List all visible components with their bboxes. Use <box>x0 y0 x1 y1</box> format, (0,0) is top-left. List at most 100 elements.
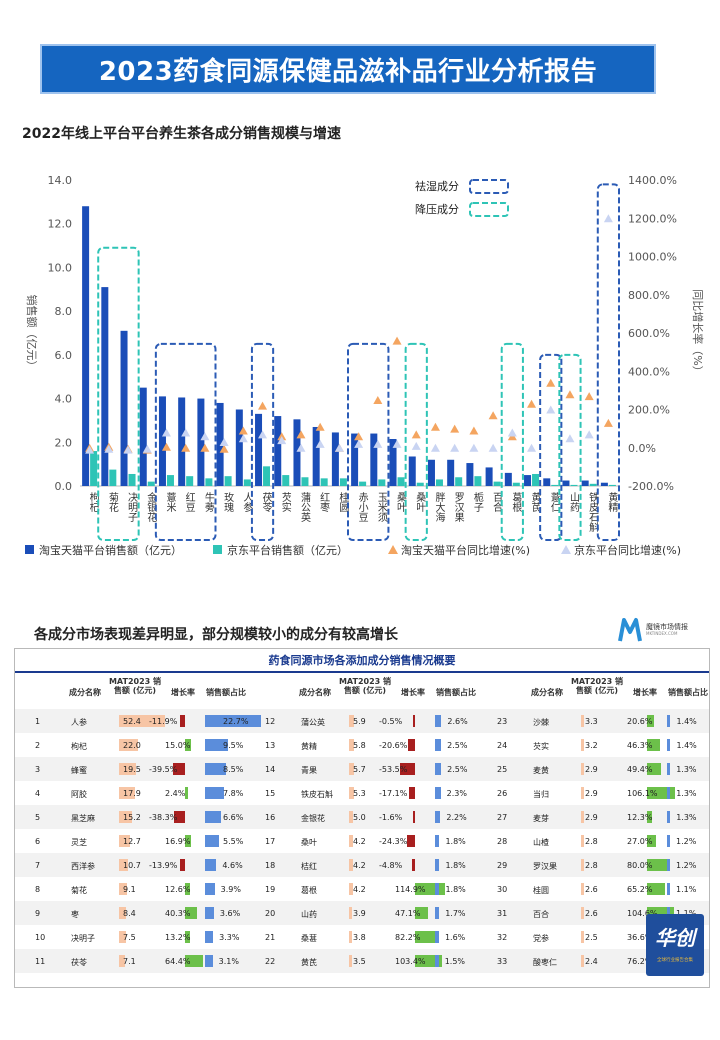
rank-cell: 31 <box>497 909 508 918</box>
sales-bar <box>349 907 353 919</box>
sales-value: 2.9 <box>585 765 598 774</box>
sales-bar <box>349 955 353 967</box>
sales-bar <box>581 835 584 847</box>
share-bar <box>667 907 670 919</box>
growth-bar-positive <box>415 931 437 943</box>
header-name: 成分名称 <box>69 688 101 697</box>
legend-label-taobao-growth: 淘宝天猫平台同比增速(%) <box>401 543 530 557</box>
rank-cell: 14 <box>265 765 276 774</box>
growth-value: 46.3% <box>627 741 653 750</box>
growth-bar-negative <box>412 811 415 823</box>
rank-cell: 32 <box>497 933 508 942</box>
ingredient-sales-table: 药食同源市场各添加成分销售情况概要 成分名称 MAT2023 销售额 (亿元) 增长… <box>14 648 710 988</box>
point-jd-growth <box>334 443 344 452</box>
bar-jd <box>90 451 98 486</box>
sales-bar <box>349 835 353 847</box>
bar-taobao <box>427 459 435 486</box>
point-jd-growth <box>181 428 191 437</box>
rank-cell: 19 <box>265 885 276 894</box>
sales-value: 3.5 <box>353 957 366 966</box>
ingredient-name: 枸杞 <box>71 742 87 751</box>
growth-value: -0.5% <box>379 717 403 726</box>
share-value: 7.8% <box>223 789 244 798</box>
growth-value: -24.3% <box>379 837 408 846</box>
bar-taobao <box>158 396 166 486</box>
share-bar <box>435 883 440 895</box>
highlight-box <box>500 342 524 541</box>
sales-value: 22.0 <box>123 741 141 750</box>
point-jd-growth <box>469 443 479 452</box>
sales-bar <box>119 763 137 775</box>
share-value: 1.8% <box>445 861 466 870</box>
growth-bar-negative <box>407 835 415 847</box>
x-tick-label: 枸杞 <box>87 491 99 512</box>
x-tick-label: 玫瑰 <box>222 491 234 513</box>
legend-box-label: 祛湿成分 <box>415 179 459 193</box>
growth-bar-negative <box>411 859 415 871</box>
share-value: 1.7% <box>445 909 466 918</box>
bar-jd <box>608 484 616 486</box>
bar-jd <box>320 478 328 486</box>
bar-taobao <box>370 433 378 486</box>
growth-value: -53.5% <box>379 765 408 774</box>
share-bar <box>667 883 670 895</box>
sales-value: 2.4 <box>585 957 598 966</box>
sales-bar <box>581 955 584 967</box>
sales-value: 2.8 <box>585 837 598 846</box>
share-value: 1.1% <box>676 885 697 894</box>
growth-bar-positive <box>647 883 665 895</box>
share-value: 1.4% <box>676 717 697 726</box>
growth-value: 15.0% <box>165 741 191 750</box>
share-value: 8.5% <box>223 765 244 774</box>
share-value: 4.6% <box>222 861 243 870</box>
point-taobao-growth <box>373 395 383 404</box>
ingredient-name: 桔红 <box>301 862 317 871</box>
bar-taobao <box>216 402 224 486</box>
table-row: 11 茯苓 7.1 64.4% 3.1% 22 黄芪 3.5 103.4% 1.5% 33 酸枣仁 2.… <box>15 949 709 973</box>
point-taobao-growth <box>603 418 613 427</box>
share-bar <box>667 835 670 847</box>
ingredient-name: 西洋参 <box>71 862 95 871</box>
header-growth: 增长率 <box>633 688 657 697</box>
x-tick-label: 人参 <box>241 492 253 513</box>
ingredient-name: 黄芪 <box>301 958 317 967</box>
ingredient-name: 罗汉果 <box>533 862 557 871</box>
rank-cell: 26 <box>497 789 508 798</box>
x-tick-label: 芡实 <box>279 491 291 513</box>
rank-cell: 15 <box>265 789 276 798</box>
point-jd-growth <box>258 430 268 439</box>
share-bar <box>205 835 219 847</box>
y2-tick-label: -200.0% <box>628 480 674 493</box>
y-tick-label: 4.0 <box>55 393 73 406</box>
y-axis-label: 销售额（亿元） <box>25 295 39 372</box>
rank-cell: 5 <box>35 813 41 822</box>
sales-value: 10.7 <box>123 861 141 870</box>
sales-value: 3.3 <box>585 717 598 726</box>
point-jd-growth <box>584 430 594 439</box>
table-row: 3 蜂蜜 19.5 -39.5% 8.5% 14 青果 5.7 -53.5% 2.5% 25 麦黄 2.… <box>15 757 709 781</box>
point-jd-growth <box>373 439 383 448</box>
y2-tick-label: 200.0% <box>628 404 670 417</box>
y-tick-label: 12.0 <box>48 218 73 231</box>
growth-bar-positive <box>185 835 192 847</box>
point-taobao-growth <box>161 442 171 451</box>
share-value: 2.2% <box>446 813 467 822</box>
point-jd-growth <box>85 445 95 454</box>
bar-jd <box>109 469 117 486</box>
rank-cell: 8 <box>35 885 41 894</box>
rank-cell: 7 <box>35 861 41 870</box>
sales-bar <box>119 811 133 823</box>
x-tick-label: 薏仁 <box>548 491 560 512</box>
ingredient-name: 山楂 <box>533 838 549 847</box>
rank-cell: 30 <box>497 885 508 894</box>
y-tick-label: 10.0 <box>48 261 73 274</box>
bar-jd <box>435 479 443 486</box>
growth-value: 103.4% <box>395 957 426 966</box>
point-taobao-growth <box>527 399 537 408</box>
growth-value: -38.3% <box>149 813 178 822</box>
point-jd-growth <box>219 438 229 447</box>
ingredient-name: 葛根 <box>301 886 317 895</box>
share-value: 2.5% <box>447 741 468 750</box>
share-value: 22.7% <box>223 717 249 726</box>
header-name: 成分名称 <box>531 688 563 697</box>
